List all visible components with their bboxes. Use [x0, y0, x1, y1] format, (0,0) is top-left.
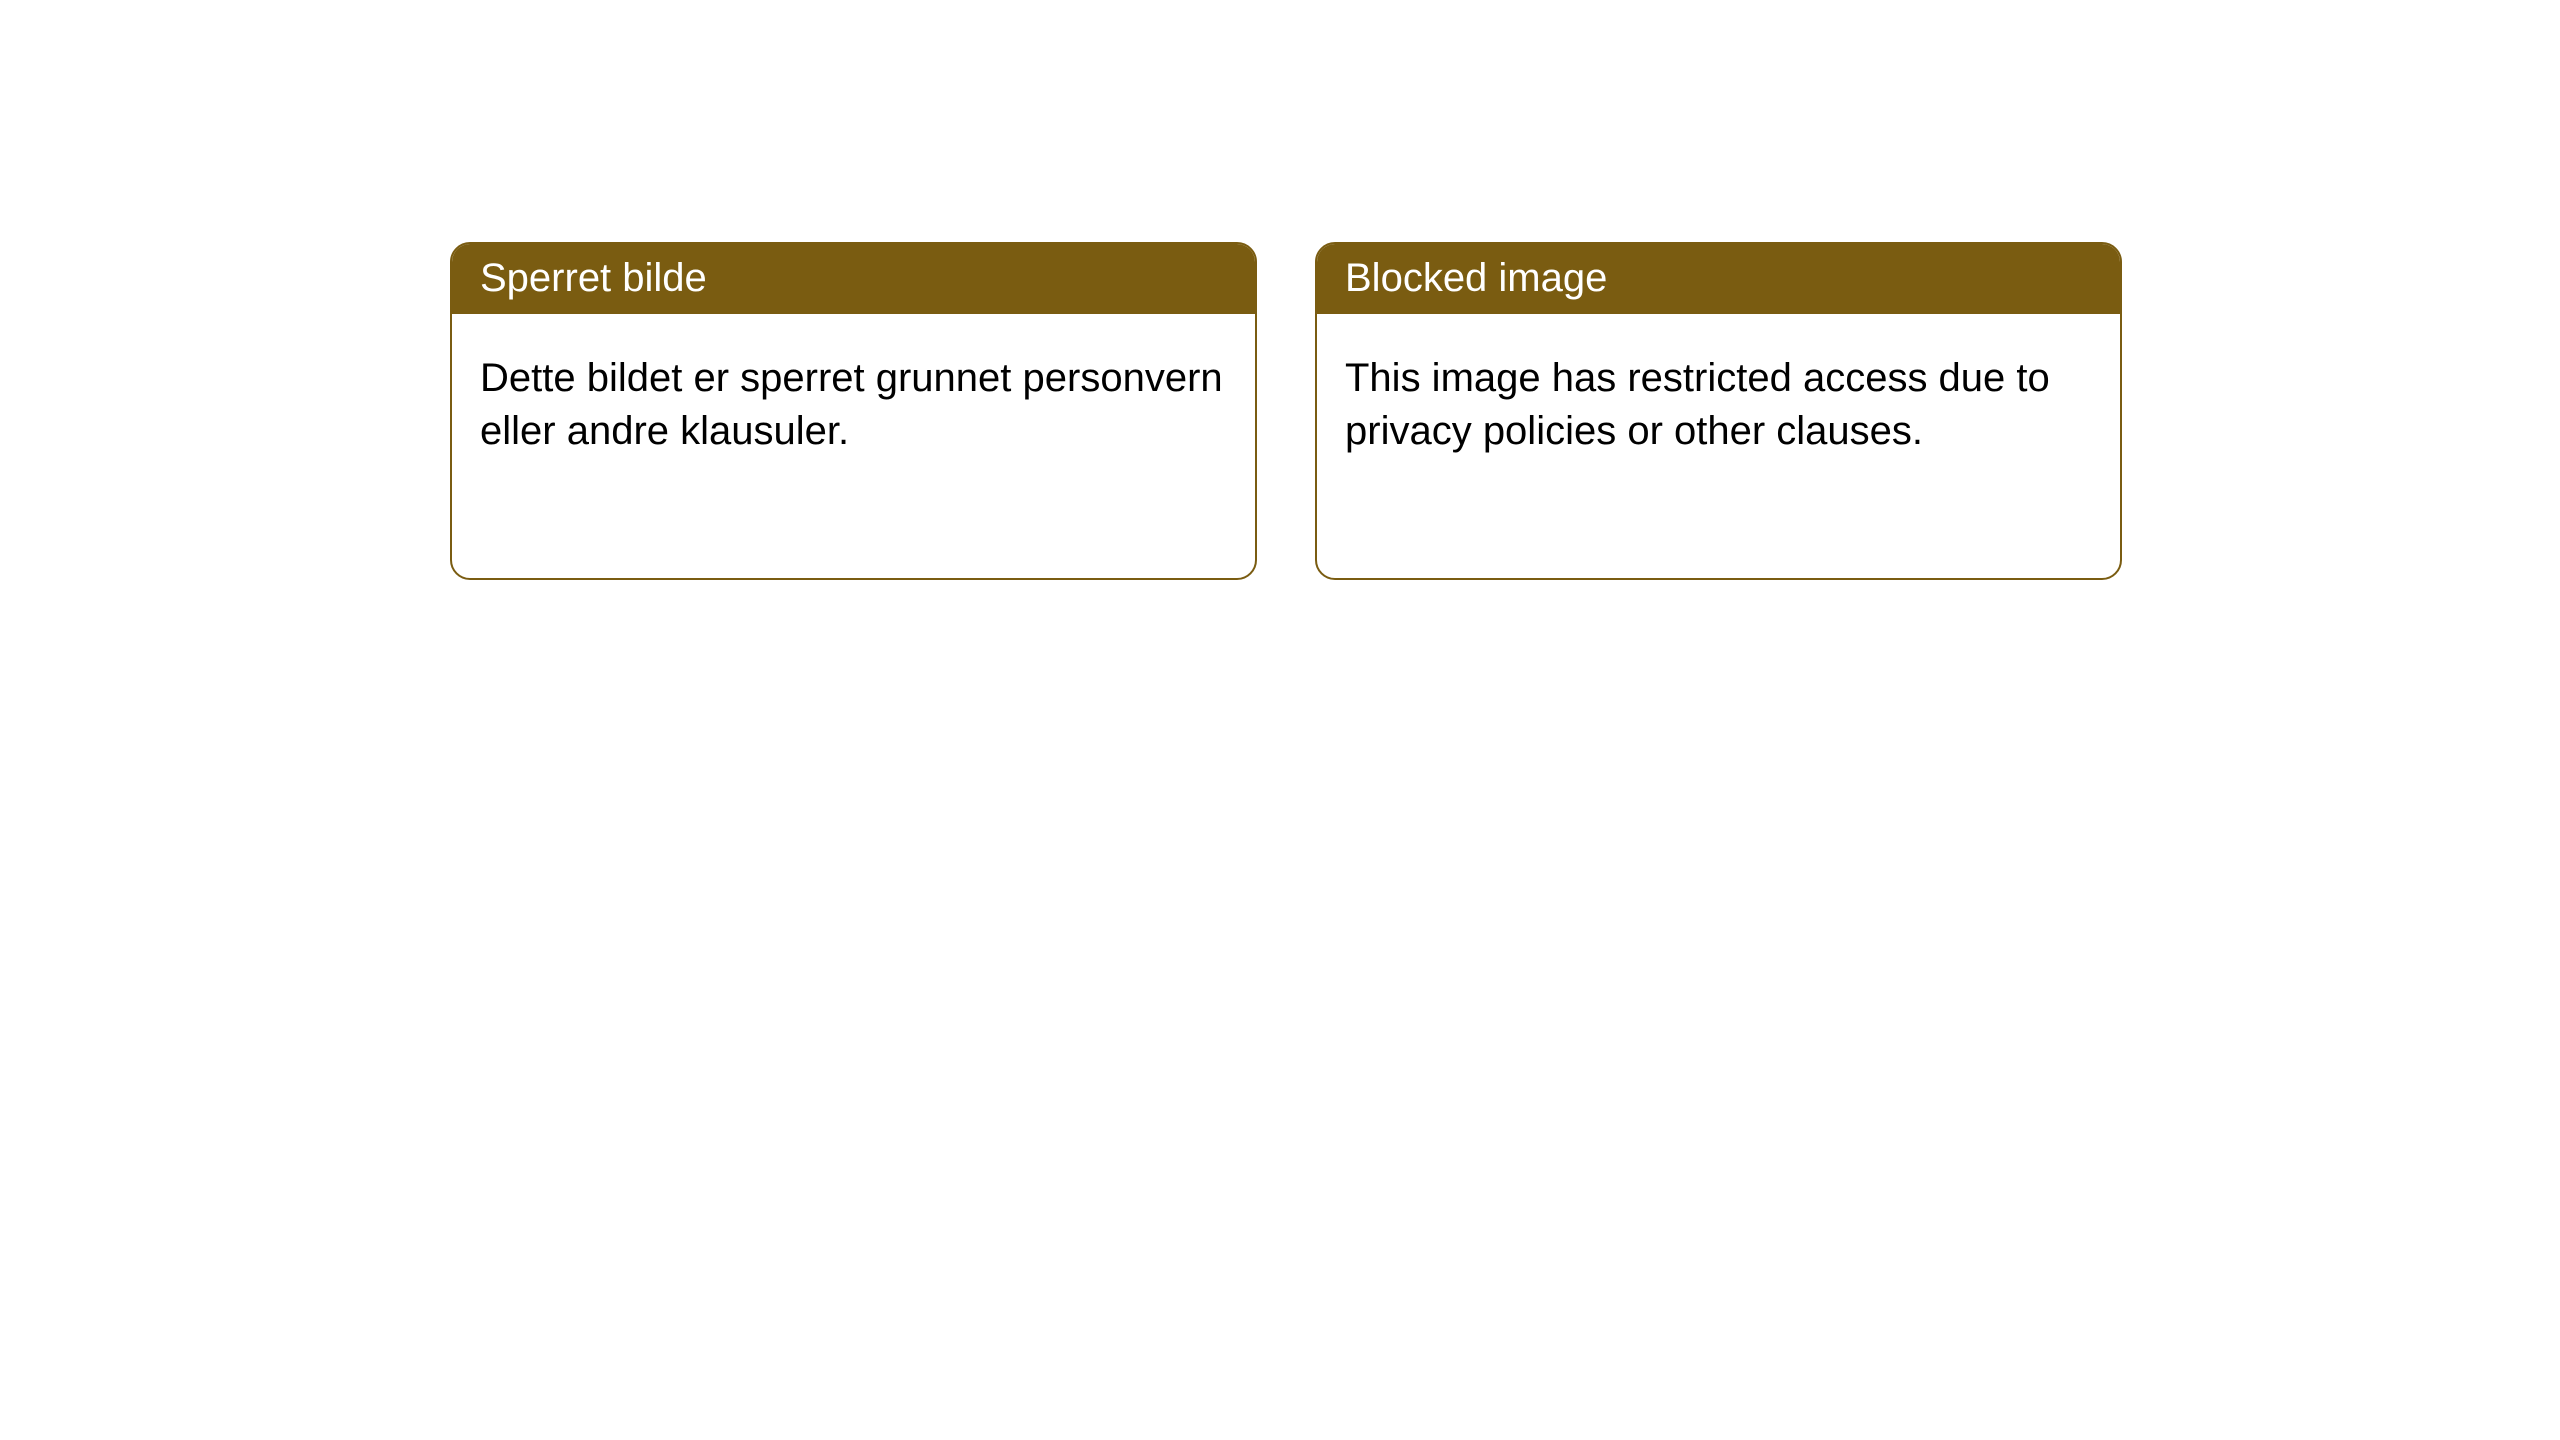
card-body: Dette bildet er sperret grunnet personve… [452, 314, 1255, 486]
card-body: This image has restricted access due to … [1317, 314, 2120, 486]
card-header: Blocked image [1317, 244, 2120, 314]
notice-card-english: Blocked image This image has restricted … [1315, 242, 2122, 580]
notice-container: Sperret bilde Dette bildet er sperret gr… [0, 0, 2560, 580]
notice-card-norwegian: Sperret bilde Dette bildet er sperret gr… [450, 242, 1257, 580]
card-header: Sperret bilde [452, 244, 1255, 314]
